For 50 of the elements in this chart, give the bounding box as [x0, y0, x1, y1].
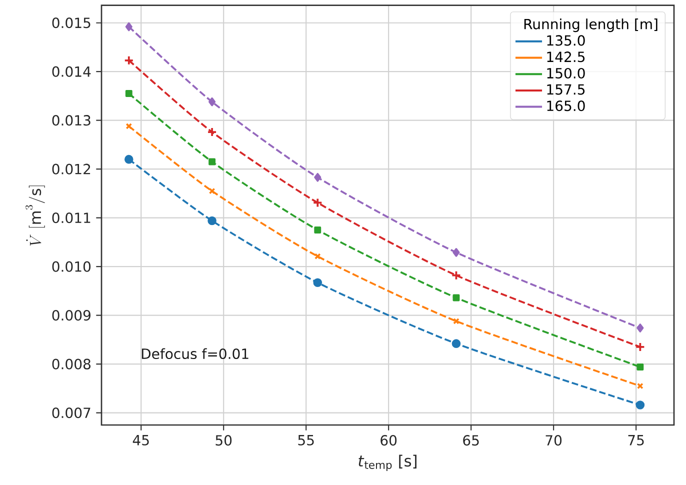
point [636, 364, 644, 370]
y-tick-label: 0.011 [52, 212, 90, 224]
legend-label: 135.0 [547, 35, 585, 46]
point [636, 400, 645, 410]
y-tick-label: 0.015 [52, 18, 90, 28]
x-tick-label: 65 [463, 435, 479, 446]
point [636, 382, 644, 390]
legend-title: Running length [m] [524, 18, 658, 32]
y-axis-title: $\dot{V}\;[\mathrm{m}^{3}/\mathrm{s}]$ [25, 186, 45, 246]
point [208, 158, 216, 166]
point [124, 55, 134, 66]
y-tick-label: 0.007 [52, 408, 90, 418]
y-tick-label: 0.009 [52, 310, 90, 321]
legend-label: 142.5 [547, 52, 585, 62]
x-tick-label: 55 [298, 435, 314, 446]
point [452, 248, 460, 257]
point [452, 294, 460, 302]
point [314, 172, 322, 182]
y-tick-label: 0.014 [52, 66, 91, 77]
point [124, 154, 134, 164]
point [452, 339, 461, 348]
legend-label: 165.0 [547, 100, 585, 112]
x-tick-label: 60 [380, 435, 397, 446]
y-tick-label: 0.010 [52, 261, 91, 272]
y-tick-label: 0.013 [52, 115, 90, 126]
x-tick-label: 45 [132, 435, 149, 446]
x-tick-label: 75 [628, 435, 644, 446]
point [207, 127, 217, 137]
point [314, 253, 321, 260]
point [636, 324, 644, 332]
point [125, 22, 132, 32]
point [635, 342, 646, 352]
point [208, 188, 216, 194]
point [208, 216, 216, 226]
x-tick-label: 50 [216, 435, 232, 446]
point [125, 90, 132, 97]
x-tick-label: 70 [546, 435, 562, 446]
point [453, 318, 460, 324]
point [314, 226, 322, 234]
y-tick-label: 0.012 [52, 164, 90, 174]
point [126, 122, 132, 130]
y-tick-label: 0.008 [52, 358, 90, 370]
legend-label: 150.0 [547, 68, 585, 79]
point [313, 278, 322, 288]
legend-label: 157.5 [547, 84, 585, 95]
point [312, 198, 323, 208]
point [208, 97, 216, 106]
x-axis-title: t$_{temp}$ [s] [358, 454, 416, 472]
point [451, 270, 462, 280]
annotation: Defocus f=0.01 [142, 348, 248, 360]
